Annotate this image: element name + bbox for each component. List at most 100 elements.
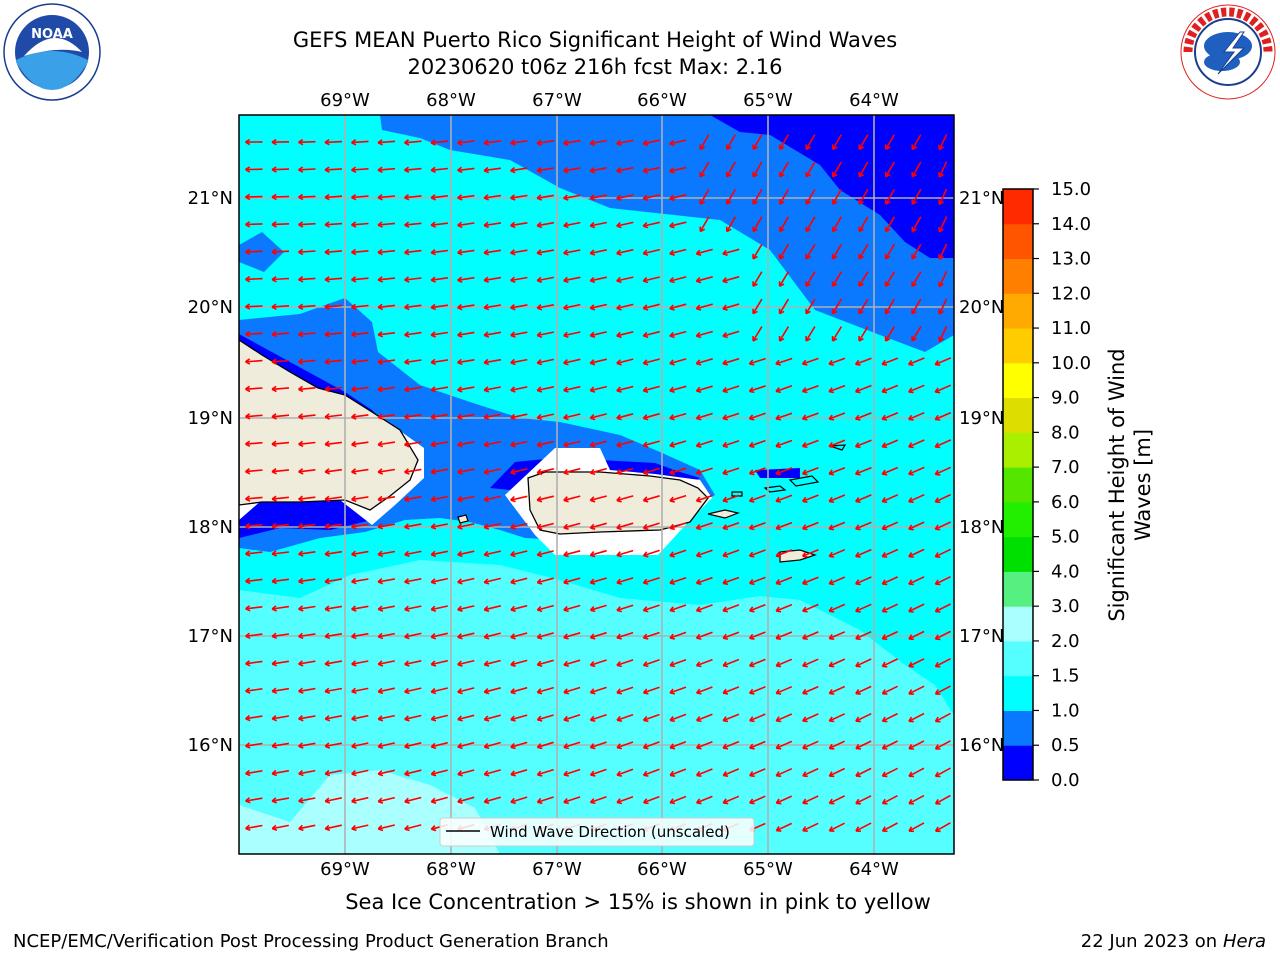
colorbar-tick-label: 1.5 (1051, 666, 1080, 687)
wave-direction-arrow (510, 413, 528, 421)
wave-direction-arrow (510, 440, 528, 448)
wave-direction-arrow (377, 742, 395, 750)
wave-direction-arrow (911, 189, 922, 205)
wave-direction-arrow (430, 632, 448, 640)
wave-direction-arrow (934, 411, 952, 421)
wave-direction-arrow (271, 605, 290, 612)
wave-direction-arrow (510, 495, 528, 503)
wave-direction-arrow (748, 686, 766, 695)
wave-direction-arrow (589, 713, 607, 722)
wave-direction-arrow (722, 686, 740, 695)
wave-direction-arrow (298, 522, 316, 530)
wave-direction-arrow (828, 795, 845, 805)
colorbar: 0.0 0.5 1.0 1.5 2.0 3.0 4.0 5.0 6.0 7.0 8.0 9.0 10.0… (1002, 179, 1091, 791)
lat-label-right: 18°N (959, 517, 1004, 538)
wave-direction-arrow (536, 522, 554, 530)
wave-direction-arrow (457, 468, 475, 475)
wave-direction-arrow (669, 576, 687, 585)
wave-direction-arrow (908, 712, 925, 723)
wave-direction-arrow (430, 386, 449, 393)
wave-direction-arrow (245, 742, 263, 749)
wave-direction-arrow (430, 139, 449, 146)
wave-direction-arrow (616, 221, 634, 229)
wave-direction-arrow (324, 440, 342, 448)
wave-direction-arrow (805, 326, 816, 342)
wave-direction-arrow (938, 243, 948, 260)
wave-direction-arrow (563, 358, 581, 366)
wave-direction-arrow (695, 522, 713, 531)
wave-direction-arrow (805, 243, 816, 260)
lat-label-left: 18°N (188, 517, 233, 538)
wave-direction-arrow (510, 276, 528, 284)
wave-direction-arrow (589, 221, 607, 229)
wave-direction-arrow (749, 795, 766, 805)
wave-direction-arrow (884, 298, 896, 315)
wave-direction-arrow (828, 548, 846, 558)
wave-direction-arrow (271, 495, 289, 502)
wave-direction-arrow (881, 685, 898, 695)
colorbar-swatch (1003, 467, 1033, 503)
wave-direction-arrow (695, 440, 713, 448)
wave-direction-arrow (536, 632, 554, 640)
wave-direction-arrow (642, 741, 660, 750)
wave-direction-arrow (377, 605, 395, 612)
wave-direction-arrow (245, 632, 263, 640)
wave-direction-arrow (245, 166, 263, 173)
wave-direction-arrow (404, 742, 422, 750)
wave-direction-arrow (831, 216, 842, 233)
wave-direction-arrow (855, 767, 872, 778)
wave-direction-arrow (616, 467, 634, 476)
wave-direction-arrow (404, 824, 422, 832)
wave-direction-arrow (778, 189, 789, 205)
wave-direction-arrow (430, 550, 448, 558)
wave-direction-arrow (351, 221, 369, 228)
wave-direction-arrow (669, 631, 687, 640)
wave-direction-arrow (510, 386, 528, 393)
wave-direction-arrow (457, 659, 475, 667)
wave-direction-arrow (722, 604, 740, 613)
wave-direction-arrow (934, 357, 952, 366)
wave-direction-arrow (404, 303, 422, 311)
wave-direction-arrow (351, 605, 369, 612)
lat-label-left: 21°N (188, 188, 233, 209)
wave-direction-arrow (616, 686, 634, 695)
wave-direction-arrow (616, 303, 634, 311)
wave-direction-arrow (934, 794, 951, 805)
wave-direction-arrow (245, 358, 263, 365)
wave-direction-arrow (271, 468, 290, 475)
colorbar-swatch (1003, 640, 1033, 677)
wave-direction-arrow (831, 326, 843, 342)
wave-direction-arrow (642, 194, 660, 202)
wave-direction-arrow (536, 440, 554, 448)
lat-label-left: 19°N (188, 408, 233, 429)
wave-direction-arrow (881, 466, 899, 476)
wave-direction-arrow (324, 632, 343, 640)
wave-direction-arrow (271, 221, 290, 228)
wave-direction-arrow (748, 412, 766, 421)
wave-direction-arrow (752, 298, 763, 315)
wave-direction-arrow (404, 139, 422, 146)
wave-direction-arrow (536, 768, 554, 777)
wave-direction-arrow (801, 521, 819, 531)
wave-direction-arrow (775, 795, 793, 805)
wave-direction-arrow (801, 384, 819, 394)
wave-direction-arrow (563, 385, 581, 393)
wave-direction-arrow (324, 824, 342, 832)
wave-direction-arrow (589, 686, 607, 695)
wave-direction-arrow (510, 632, 528, 640)
wave-direction-arrow (616, 139, 634, 147)
wave-direction-arrow (748, 467, 766, 476)
wave-direction-arrow (483, 605, 501, 613)
wave-direction-arrow (510, 166, 528, 174)
wave-direction-arrow (563, 440, 581, 448)
wave-direction-arrow (722, 357, 740, 366)
wave-direction-arrow (430, 413, 449, 420)
wave-direction-arrow (775, 767, 793, 778)
lon-label-top: 66°W (637, 90, 687, 111)
wave-direction-arrow (669, 248, 687, 256)
land-anegada (829, 444, 847, 451)
wave-direction-arrow (881, 521, 899, 531)
wave-direction-arrow (298, 303, 316, 311)
wave-direction-arrow (589, 139, 608, 147)
